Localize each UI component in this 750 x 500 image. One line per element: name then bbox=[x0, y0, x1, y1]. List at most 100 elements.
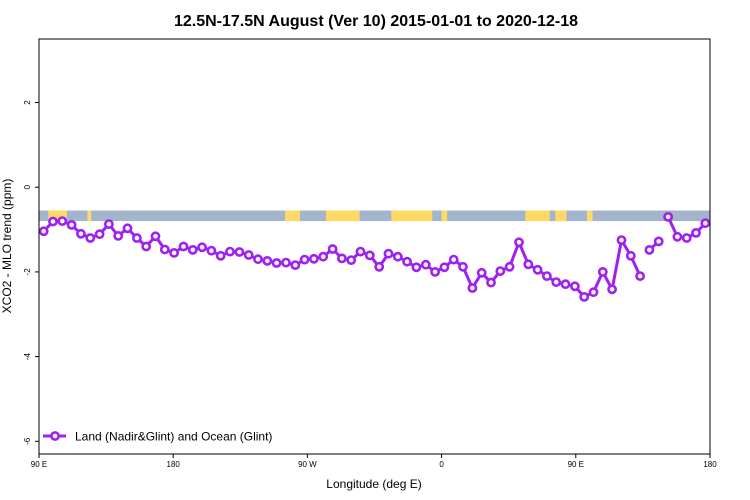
data-point bbox=[467, 283, 478, 293]
data-point bbox=[663, 211, 673, 222]
x-tick-label: 0 bbox=[439, 460, 444, 469]
y-tick-label: -4 bbox=[23, 353, 32, 361]
x-axis: 90 E 180 90 W 0 90 E 180 bbox=[31, 454, 717, 469]
data-point bbox=[169, 247, 179, 258]
data-point bbox=[616, 235, 627, 245]
data-point bbox=[448, 254, 459, 265]
series-layer bbox=[38, 211, 711, 302]
data-point bbox=[290, 260, 301, 270]
y-tick-label: 2 bbox=[23, 100, 32, 105]
data-point bbox=[38, 226, 49, 237]
ocean-band bbox=[39, 210, 710, 222]
data-point bbox=[588, 287, 599, 298]
data-point bbox=[364, 250, 375, 261]
data-point bbox=[681, 233, 692, 243]
data-point bbox=[104, 219, 114, 229]
land-segment bbox=[326, 210, 360, 222]
land-segment bbox=[48, 210, 67, 222]
data-point bbox=[411, 262, 422, 273]
data-point bbox=[560, 279, 571, 290]
data-point bbox=[420, 259, 431, 270]
data-point bbox=[271, 258, 282, 268]
data-point bbox=[48, 216, 58, 227]
x-tick-label: 90 E bbox=[31, 460, 47, 469]
data-point bbox=[122, 223, 133, 234]
data-point bbox=[392, 251, 403, 262]
data-point bbox=[336, 253, 347, 264]
data-point bbox=[430, 266, 440, 277]
data-point bbox=[299, 254, 310, 265]
land-ocean-band bbox=[39, 210, 710, 222]
data-point bbox=[206, 245, 217, 256]
data-point bbox=[486, 277, 496, 288]
data-point bbox=[262, 255, 273, 266]
data-point bbox=[691, 227, 701, 238]
data-point bbox=[141, 241, 152, 252]
data-point bbox=[625, 250, 636, 261]
land-segment bbox=[586, 210, 593, 222]
data-point bbox=[402, 256, 412, 267]
data-point bbox=[187, 244, 198, 255]
data-point bbox=[57, 216, 68, 226]
data-point bbox=[672, 231, 683, 242]
data-point bbox=[514, 237, 524, 248]
x-tick-label: 90 E bbox=[568, 460, 584, 469]
land-segment bbox=[555, 210, 567, 222]
data-point bbox=[607, 284, 617, 295]
land-segment bbox=[391, 210, 433, 222]
data-point bbox=[234, 247, 245, 257]
data-point bbox=[579, 291, 590, 302]
data-point bbox=[551, 277, 562, 287]
land-segment bbox=[87, 210, 92, 222]
chart-title: 12.5N-17.5N August (Ver 10) 2015-01-01 t… bbox=[174, 13, 578, 30]
data-point bbox=[523, 259, 534, 270]
data-point bbox=[644, 244, 655, 255]
data-point bbox=[225, 246, 235, 257]
data-point bbox=[150, 231, 161, 242]
land-segment bbox=[441, 210, 448, 222]
data-point bbox=[635, 271, 645, 281]
x-tick-label: 180 bbox=[167, 460, 181, 469]
data-point bbox=[113, 230, 124, 241]
data-point bbox=[131, 233, 142, 243]
data-point bbox=[439, 262, 450, 273]
data-point bbox=[197, 242, 207, 253]
land-segment bbox=[285, 210, 300, 222]
x-tick-label: 90 W bbox=[298, 460, 317, 469]
legend-marker bbox=[50, 431, 60, 441]
data-point bbox=[476, 267, 487, 278]
data-point bbox=[318, 251, 329, 262]
data-point bbox=[327, 244, 338, 254]
data-point bbox=[495, 266, 506, 276]
y-tick-label: 0 bbox=[23, 184, 32, 189]
plot-frame bbox=[38, 38, 711, 455]
data-point bbox=[355, 246, 366, 257]
data-point bbox=[570, 281, 580, 292]
land-segment bbox=[525, 210, 550, 222]
data-point bbox=[458, 261, 468, 272]
data-point bbox=[532, 264, 543, 275]
data-point bbox=[66, 219, 77, 230]
y-tick-label: -6 bbox=[23, 437, 32, 445]
data-point bbox=[178, 241, 189, 252]
data-point bbox=[85, 233, 96, 243]
y-tick-label: -2 bbox=[23, 268, 32, 276]
y-axis: -6 -4 -2 0 2 bbox=[23, 100, 39, 445]
y-axis-label: XCO2 - MLO trend (ppm) bbox=[0, 179, 14, 314]
data-point bbox=[346, 255, 357, 265]
data-point bbox=[253, 254, 263, 265]
data-point bbox=[94, 229, 105, 240]
data-point bbox=[308, 253, 319, 264]
data-point bbox=[597, 266, 608, 277]
legend-entry: Land (Nadir&Glint) and Ocean (Glint) bbox=[75, 430, 272, 444]
data-point bbox=[159, 244, 170, 255]
data-point bbox=[215, 250, 226, 261]
data-point bbox=[374, 261, 385, 272]
data-point bbox=[700, 218, 711, 229]
data-point bbox=[383, 248, 394, 259]
data-point bbox=[76, 228, 86, 239]
data-point bbox=[504, 261, 515, 272]
x-tick-label: 180 bbox=[703, 460, 717, 469]
x-axis-label: Longitude (deg E) bbox=[326, 477, 421, 491]
